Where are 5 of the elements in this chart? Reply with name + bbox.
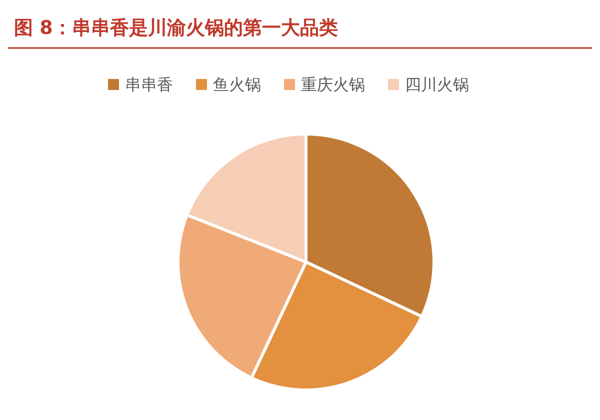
chart-title: 图 8：串串香是川渝火锅的第一大品类 <box>14 17 338 39</box>
legend-label: 串串香 <box>125 75 173 94</box>
legend-label: 四川火锅 <box>405 75 469 94</box>
legend-label: 鱼火锅 <box>213 75 261 94</box>
legend-label: 重庆火锅 <box>301 75 365 94</box>
